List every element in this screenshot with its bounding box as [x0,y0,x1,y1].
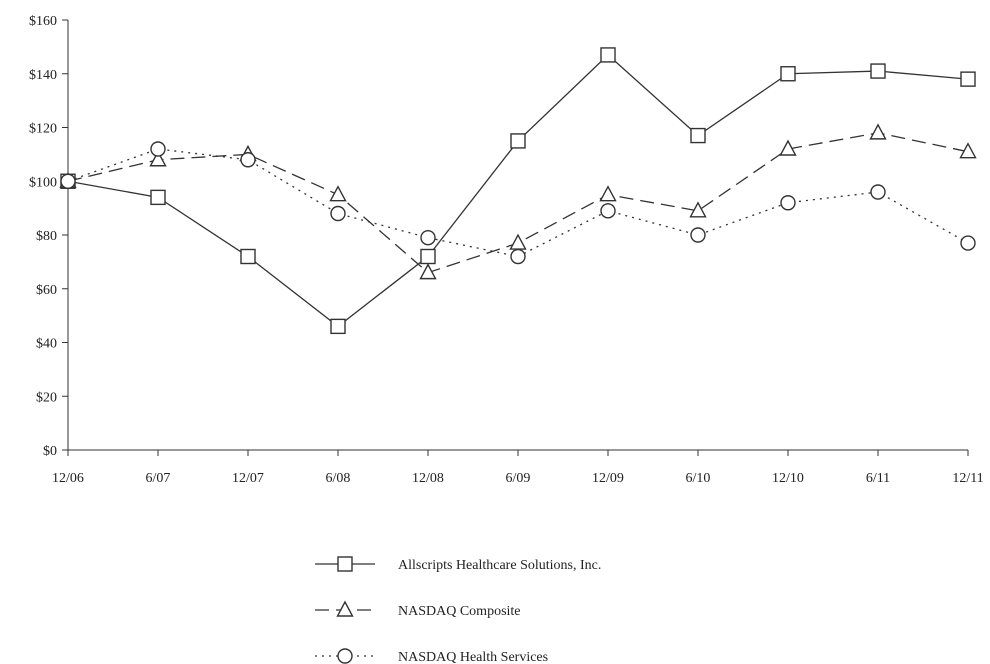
series-circle [60,141,976,265]
data-point-square [510,133,526,149]
legend-item: NASDAQ Health Services [315,648,548,664]
data-point-circle [870,184,886,200]
x-tick-label: 6/07 [146,471,171,486]
data-point-square [600,47,616,63]
data-point-square [330,318,346,335]
y-tick-label: $140 [29,68,57,83]
x-tick-label: 12/06 [52,471,84,486]
y-tick-label: $40 [36,337,57,352]
legend-marker-circle [337,648,353,664]
x-tick-label: 6/11 [866,471,890,486]
x-tick-label: 12/08 [412,471,444,486]
data-point-circle [420,229,436,246]
data-point-square [240,248,256,265]
data-point-triangle [329,185,347,202]
data-point-circle [960,235,976,251]
legend-label: NASDAQ Composite [398,604,521,619]
data-point-triangle [509,233,527,250]
legend-label: NASDAQ Health Services [398,650,548,664]
chart-axes: $0 $20 $40 $60 $80 $100 $120 $140 $160 12/06 6/07 1… [29,14,984,486]
y-tick-label: $100 [29,175,57,190]
data-point-square [150,189,166,206]
data-point-triangle [779,139,797,156]
data-point-square [870,63,886,79]
y-tick-label: $80 [36,229,57,244]
data-point-triangle [419,263,437,280]
legend-marker-triangle [336,600,354,617]
data-point-triangle [869,123,887,140]
data-point-circle [600,203,616,219]
data-point-circle [510,248,526,265]
y-tick-label: $120 [29,122,57,137]
x-tick-label: 6/08 [326,471,351,486]
x-tick-label: 12/10 [772,471,804,486]
legend-item: Allscripts Healthcare Solutions, Inc. [315,556,601,573]
data-point-circle [780,195,796,211]
data-point-triangle [599,185,617,202]
data-point-circle [60,173,76,189]
y-tick-label: $60 [36,283,57,298]
legend-item: NASDAQ Composite [315,600,521,619]
legend-label: Allscripts Healthcare Solutions, Inc. [398,558,601,573]
y-tick-label: $20 [36,390,57,405]
data-point-square [780,66,796,82]
data-point-triangle [149,150,167,167]
data-point-square [960,71,976,87]
x-tick-label: 6/09 [506,471,531,486]
data-point-circle [240,152,256,168]
data-point-square [690,127,706,144]
y-tick-label: $0 [43,444,57,459]
x-tick-label: 12/07 [232,471,264,486]
data-point-square [420,248,436,265]
legend-marker-square [337,556,353,572]
data-point-circle [690,227,706,243]
x-tick-label: 12/09 [592,471,624,486]
x-tick-label: 6/10 [686,471,711,486]
series-square [60,47,976,335]
x-tick-label: 12/11 [952,471,983,486]
series-line [67,54,969,328]
data-point-circle [150,141,166,157]
chart-series [59,47,977,335]
y-tick-label: $160 [29,14,57,29]
data-point-circle [330,205,346,222]
data-point-triangle [959,142,977,159]
data-point-triangle [689,201,707,218]
chart-legend: Allscripts Healthcare Solutions, Inc. NAS… [315,556,601,664]
